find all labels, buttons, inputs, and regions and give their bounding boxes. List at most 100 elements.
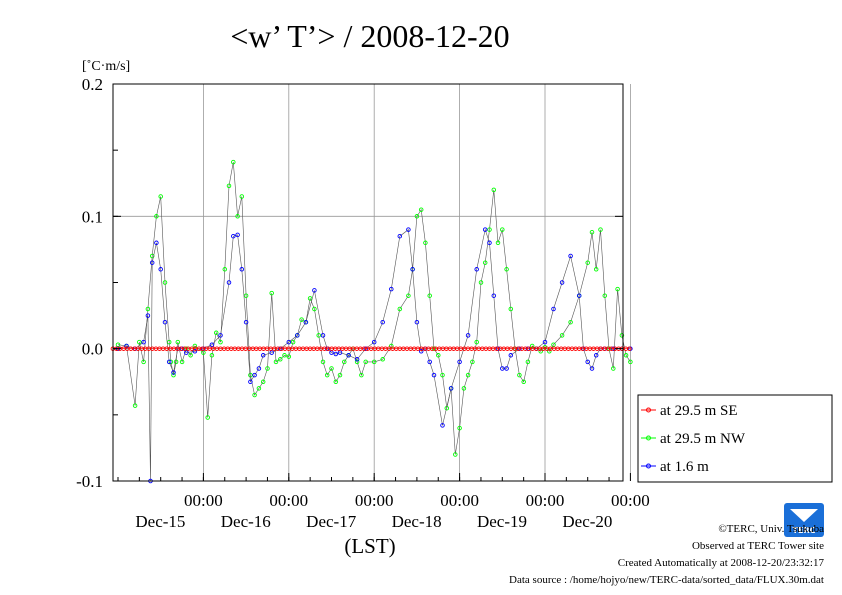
data-point [278,357,283,362]
data-point [448,386,454,391]
series-1 [110,346,632,351]
data-point [209,342,215,347]
data-point [158,267,163,272]
data-point [576,293,582,298]
data-point [551,306,556,312]
data-point [218,333,223,338]
data-point [290,339,296,345]
data-point [585,359,590,365]
data-point [209,353,215,358]
legend-label: at 29.5 m SE [660,403,738,419]
data-point [363,359,368,365]
data-point [482,227,488,232]
data-point [589,229,595,235]
y-tick-label: 0.2 [82,75,103,94]
data-point [312,306,317,312]
data-point [132,403,138,408]
data-point [559,333,565,338]
data-point [354,359,360,365]
data-point [427,359,432,365]
data-point [457,359,462,365]
data-point [320,333,326,338]
data-point [243,319,249,325]
legend: at 29.5 m SE at 29.5 m NW at 1.6 m [637,394,833,483]
data-point [559,280,565,285]
y-tick-label: -0.1 [76,472,103,491]
data-point [491,187,497,193]
data-point [295,333,300,338]
terc-logo: TERC [784,503,824,537]
data-point [333,379,339,385]
data-point [231,233,236,239]
data-point [371,339,377,345]
data-point [235,232,240,238]
x-tick-date: Dec-16 [221,512,271,531]
y-tick-label: 0.0 [82,340,103,359]
legend-box [637,394,833,483]
data-point [149,260,155,265]
data-point [286,354,292,359]
grid [113,83,631,482]
data-point [542,339,548,345]
data-point [173,359,179,365]
data-point [239,267,245,272]
data-point [418,349,424,354]
data-point [482,260,488,265]
data-point [593,353,599,358]
plot-frame [112,83,624,482]
data-point [461,386,467,391]
data-point [141,359,146,365]
data-point [440,423,445,428]
data-point [495,240,501,246]
series-layer [110,159,633,484]
data-point [243,293,249,298]
data-point [162,319,168,325]
logo-text: TERC [793,526,816,535]
data-point [504,267,509,272]
logo-drop-icon [790,509,818,522]
data-point [154,214,159,219]
data-point [205,415,210,420]
data-point [525,359,531,365]
data-point [226,280,232,285]
data-point [137,339,142,345]
data-point [286,339,292,345]
legend-label: at 29.5 m NW [660,431,746,447]
legend-marker [646,407,651,413]
data-point [333,351,339,357]
data-point [474,267,479,272]
data-point [551,342,556,347]
data-point [239,194,245,199]
data-point [179,359,185,365]
tick-labels: 0.2 0.1 0.0 -0.1 00:00 Dec-15 00:00 Dec-16 00:00… [76,75,650,531]
data-point [248,372,253,378]
data-point [235,214,240,219]
x-tick-time: 00:00 [355,491,394,510]
data-point [222,267,228,272]
data-point [538,349,543,354]
data-point [611,366,616,371]
data-point [487,240,492,246]
data-point [593,267,599,272]
data-point [371,359,377,365]
footer-observed: Observed at TERC Tower site [692,540,824,552]
data-point [457,425,462,431]
x-tick-date: Dec-19 [477,512,527,531]
data-point [282,353,287,358]
data-point [256,366,262,371]
data-point [491,293,497,298]
data-point [585,260,590,265]
data-point [269,350,274,355]
data-point [248,379,253,385]
data-point [184,350,189,355]
x-tick-time: 00:00 [611,491,650,510]
data-point [260,379,266,385]
data-point [265,366,270,371]
data-point [500,366,505,371]
data-point [171,372,176,378]
data-point [324,372,330,378]
data-point [145,313,151,318]
data-point [414,319,420,325]
data-point [226,183,232,189]
data-point [303,319,309,325]
